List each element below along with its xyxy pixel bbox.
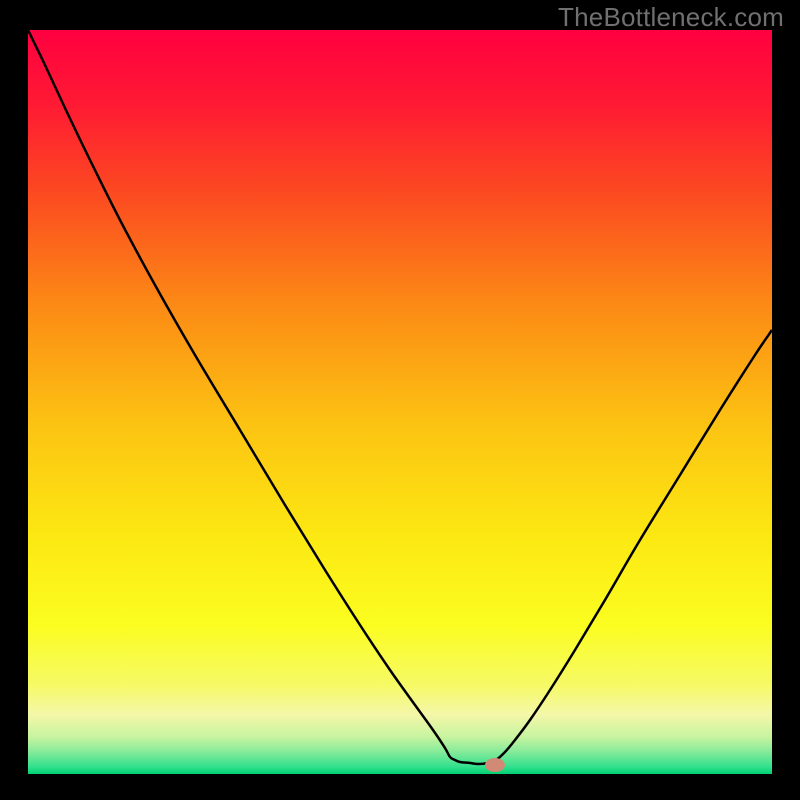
- bottleneck-marker: [485, 758, 505, 772]
- bottleneck-chart: [0, 0, 800, 800]
- watermark-text: TheBottleneck.com: [558, 2, 784, 33]
- plot-background: [28, 30, 772, 774]
